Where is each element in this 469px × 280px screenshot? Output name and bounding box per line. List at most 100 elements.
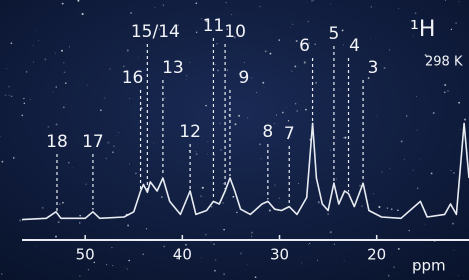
star bbox=[342, 29, 344, 31]
star bbox=[397, 210, 399, 212]
star bbox=[107, 142, 109, 144]
star bbox=[290, 40, 291, 41]
star bbox=[79, 222, 81, 224]
star bbox=[404, 159, 405, 160]
star bbox=[453, 172, 454, 173]
star bbox=[336, 178, 337, 179]
star bbox=[290, 27, 291, 28]
star bbox=[68, 162, 69, 163]
star bbox=[216, 43, 217, 44]
star bbox=[104, 98, 105, 99]
star bbox=[200, 195, 202, 197]
star bbox=[344, 137, 346, 139]
star bbox=[409, 230, 410, 231]
star bbox=[21, 115, 23, 117]
star bbox=[61, 50, 63, 52]
star bbox=[373, 194, 374, 195]
star bbox=[393, 266, 394, 267]
star bbox=[452, 223, 454, 225]
star bbox=[214, 270, 216, 272]
star bbox=[155, 7, 156, 8]
star bbox=[5, 94, 7, 96]
star bbox=[73, 167, 74, 168]
star bbox=[163, 246, 165, 248]
star bbox=[247, 264, 248, 265]
star bbox=[381, 171, 382, 172]
star bbox=[270, 53, 272, 55]
star bbox=[444, 84, 446, 86]
peak-label: 6 bbox=[299, 36, 310, 56]
star bbox=[282, 112, 284, 114]
x-tick-label: 40 bbox=[173, 246, 192, 264]
star bbox=[215, 64, 216, 65]
star bbox=[113, 145, 115, 147]
star bbox=[294, 65, 296, 67]
star bbox=[401, 140, 403, 142]
peak-label: 8 bbox=[262, 122, 273, 142]
star bbox=[38, 40, 39, 41]
star bbox=[217, 69, 219, 71]
background bbox=[0, 0, 469, 280]
star bbox=[309, 243, 310, 244]
star bbox=[274, 123, 275, 124]
star bbox=[142, 253, 144, 255]
star bbox=[450, 170, 451, 171]
star bbox=[231, 14, 232, 15]
x-axis-label: ppm bbox=[412, 257, 446, 275]
star bbox=[196, 31, 198, 33]
star bbox=[62, 202, 64, 204]
star bbox=[79, 275, 80, 276]
star bbox=[88, 269, 89, 270]
star bbox=[128, 260, 130, 262]
star bbox=[426, 210, 427, 211]
star bbox=[44, 58, 46, 60]
star bbox=[119, 132, 120, 133]
peak-label: 10 bbox=[224, 22, 246, 42]
spectrum-chart: ¹H 298 K ppm 5040302018171615/1413121110… bbox=[0, 0, 469, 280]
peak-label: 3 bbox=[368, 58, 379, 78]
star bbox=[376, 115, 377, 116]
peak-label: 5 bbox=[329, 24, 340, 44]
star bbox=[247, 118, 248, 119]
star bbox=[417, 188, 418, 189]
star bbox=[208, 141, 209, 142]
star bbox=[205, 234, 206, 235]
star bbox=[389, 49, 390, 50]
star bbox=[251, 232, 253, 234]
star bbox=[278, 39, 280, 41]
star bbox=[65, 82, 67, 84]
star bbox=[391, 208, 393, 210]
star bbox=[234, 123, 236, 125]
page: {"chart_data": { "type": "line", "nucleu… bbox=[0, 0, 469, 280]
star bbox=[123, 65, 125, 67]
star bbox=[292, 24, 293, 25]
peak-label: 15/14 bbox=[131, 22, 180, 42]
star bbox=[127, 225, 129, 227]
peak-label: 18 bbox=[46, 132, 68, 152]
star bbox=[9, 95, 10, 96]
star bbox=[205, 105, 206, 106]
star bbox=[265, 50, 267, 52]
star bbox=[295, 103, 296, 104]
star bbox=[129, 98, 130, 99]
star bbox=[201, 257, 202, 258]
star bbox=[63, 62, 64, 63]
star bbox=[334, 244, 335, 245]
star bbox=[202, 187, 204, 189]
star bbox=[406, 115, 407, 116]
star bbox=[315, 82, 317, 84]
star bbox=[223, 183, 224, 184]
star bbox=[227, 70, 228, 71]
star bbox=[127, 50, 129, 52]
star bbox=[55, 53, 56, 54]
star bbox=[454, 250, 455, 251]
star bbox=[415, 12, 417, 14]
star bbox=[1, 161, 3, 163]
star bbox=[220, 149, 222, 151]
star bbox=[111, 247, 112, 248]
star bbox=[307, 2, 308, 3]
peak-label: 12 bbox=[179, 122, 201, 142]
star bbox=[361, 205, 363, 207]
star bbox=[130, 12, 132, 14]
star bbox=[6, 68, 7, 69]
